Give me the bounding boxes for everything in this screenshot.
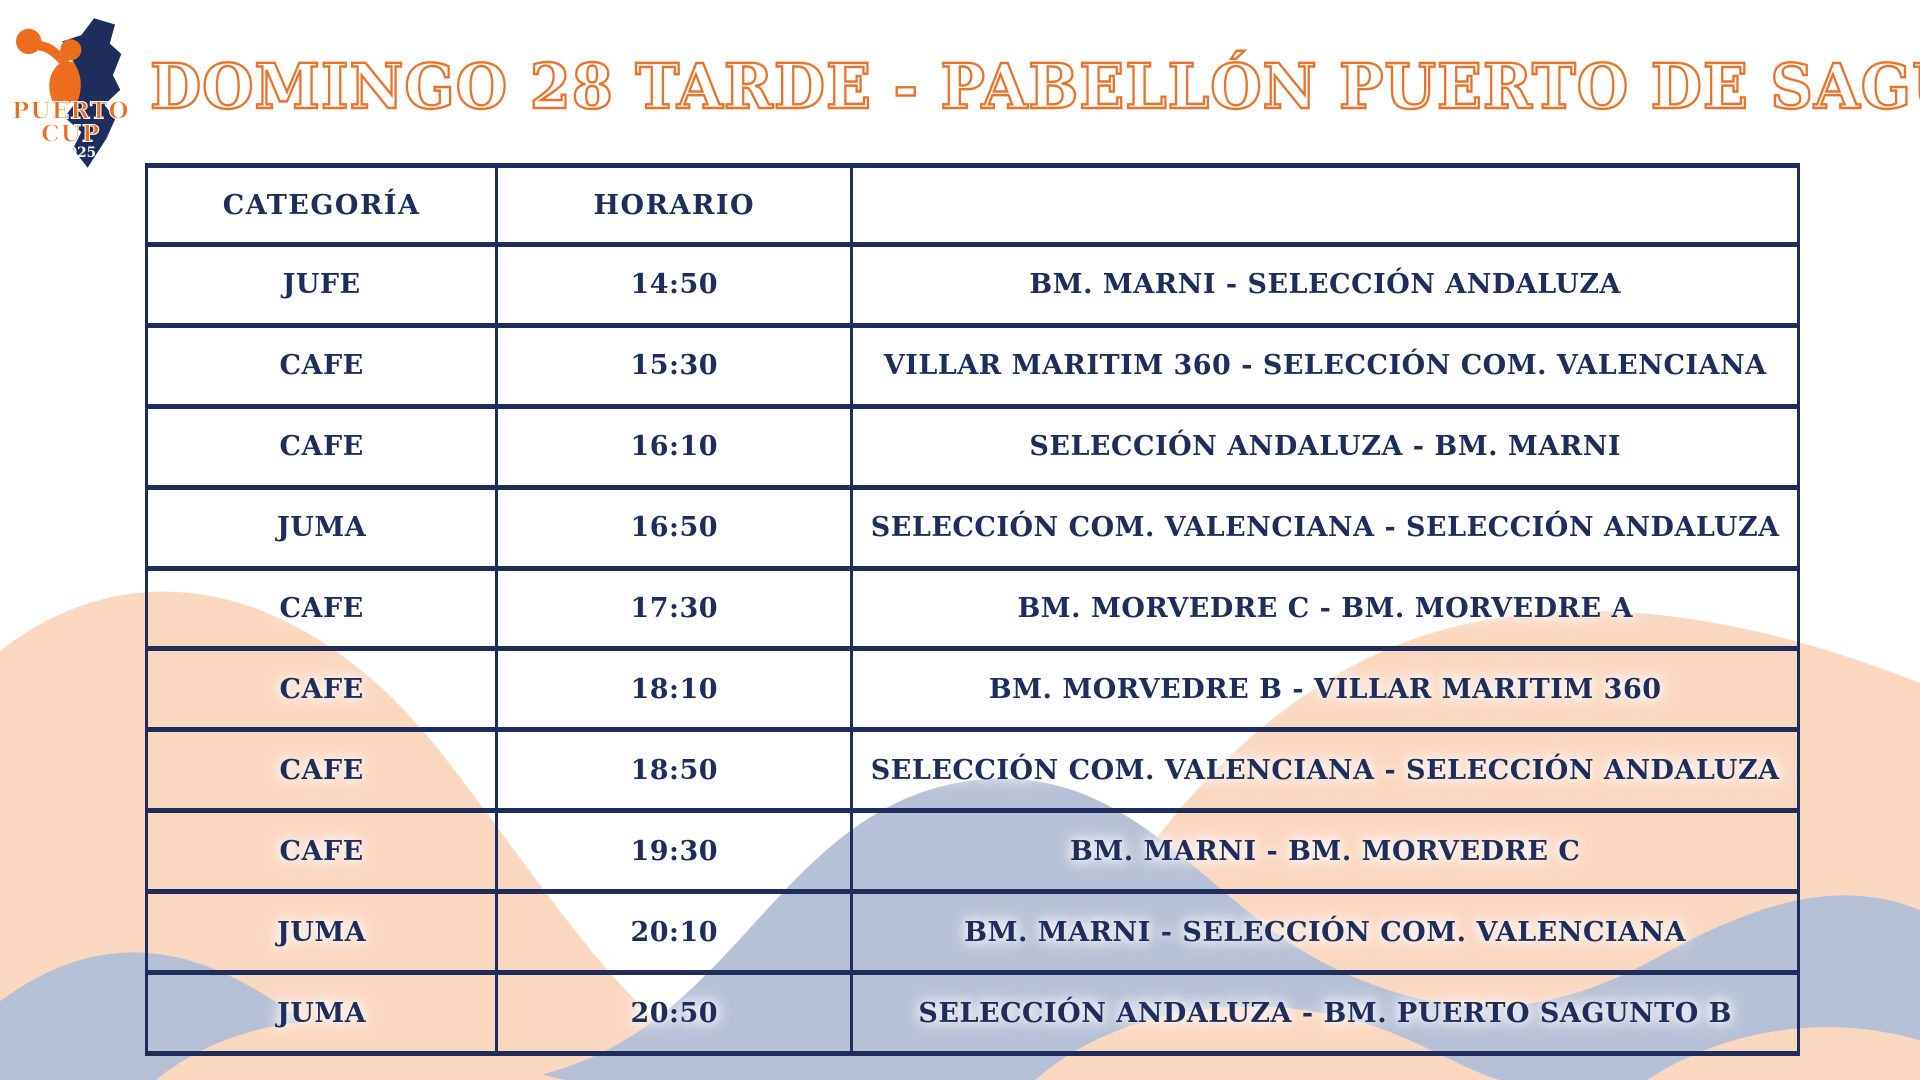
table-row: CAFE 15:30 VILLAR MARITIM 360 - SELECCIÓN … [144, 322, 1800, 409]
table-row: CAFE 18:10 BM. MORVEDRE B - VILLAR MARITIM… [144, 646, 1800, 733]
table-row: CAFE 18:50 SELECCIÓN COM. VALENCIANA - SEL… [144, 727, 1800, 814]
table-row: JUMA 20:10 BM. MARNI - SELECCIÓN COM. VALE… [144, 889, 1800, 976]
cell-horario: 15:30 [495, 322, 854, 409]
cell-categoria: JUMA [144, 484, 499, 571]
cell-horario: 16:50 [495, 484, 854, 571]
cell-partido: BM. MARNI - BM. MORVEDRE C [850, 808, 1800, 895]
table-row: JUMA 20:50 SELECCIÓN ANDALUZA - BM. PUERTO… [144, 970, 1800, 1056]
cell-horario: 20:50 [495, 970, 854, 1056]
cell-categoria: JUMA [144, 970, 499, 1056]
cell-horario: 19:30 [495, 808, 854, 895]
table-row: CAFE 16:10 SELECCIÓN ANDALUZA - BM. MARNI [144, 403, 1800, 490]
cell-horario: 17:30 [495, 565, 854, 652]
cell-categoria: CAFE [144, 403, 499, 490]
page-title: DOMINGO 28 TARDE - PABELLÓN PUERTO DE SA… [149, 49, 1920, 124]
schedule-table: CATEGORÍA HORARIO JUFE 14:50 BM. MARNI - S… [144, 163, 1800, 1056]
cell-categoria: JUMA [144, 889, 499, 976]
cell-categoria: CAFE [144, 646, 499, 733]
logo-word-cup: CUP [41, 120, 100, 147]
cell-categoria: CAFE [144, 322, 499, 409]
schedule-table-head: CATEGORÍA HORARIO [144, 163, 1800, 247]
logo-year: 2025 [58, 145, 96, 161]
cell-horario: 18:50 [495, 727, 854, 814]
cell-partido: SELECCIÓN COM. VALENCIANA - SELECCIÓN AN… [850, 727, 1800, 814]
cell-partido: SELECCIÓN COM. VALENCIANA - SELECCIÓN AN… [850, 484, 1800, 571]
puerto-cup-logo-icon: PUERTO CUP 2025 [11, 18, 130, 168]
cell-horario: 16:10 [495, 403, 854, 490]
cell-partido: SELECCIÓN ANDALUZA - BM. PUERTO SAGUNTO … [850, 970, 1800, 1056]
cell-categoria: CAFE [144, 808, 499, 895]
cell-partido: BM. MORVEDRE B - VILLAR MARITIM 360 [850, 646, 1800, 733]
logo-word-puerto: PUERTO [12, 97, 130, 124]
cell-horario: 20:10 [495, 889, 854, 976]
cell-partido: BM. MARNI - SELECCIÓN COM. VALENCIANA [850, 889, 1800, 976]
cell-horario: 18:10 [495, 646, 854, 733]
cell-partido: SELECCIÓN ANDALUZA - BM. MARNI [850, 403, 1800, 490]
cell-partido: BM. MORVEDRE C - BM. MORVEDRE A [850, 565, 1800, 652]
cell-categoria: JUFE [144, 242, 499, 328]
header-row: CATEGORÍA HORARIO [144, 163, 1800, 247]
cell-horario: 14:50 [495, 242, 854, 328]
table-row: JUFE 14:50 BM. MARNI - SELECCIÓN ANDALUZA [144, 242, 1800, 328]
schedule-table-body: JUFE 14:50 BM. MARNI - SELECCIÓN ANDALUZA C… [144, 242, 1800, 1056]
header: PUERTO CUP 2025 DOMINGO 28 TARDE - PABEL… [0, 0, 1920, 168]
cell-partido: BM. MARNI - SELECCIÓN ANDALUZA [850, 242, 1800, 328]
table-row: JUMA 16:50 SELECCIÓN COM. VALENCIANA - SEL… [144, 484, 1800, 571]
table-row: CAFE 19:30 BM. MARNI - BM. MORVEDRE C [144, 808, 1800, 895]
cell-categoria: CAFE [144, 727, 499, 814]
cell-partido: VILLAR MARITIM 360 - SELECCIÓN COM. VALE… [850, 322, 1800, 409]
column-header-horario: HORARIO [495, 163, 854, 247]
table-row: CAFE 17:30 BM. MORVEDRE C - BM. MORVEDRE A [144, 565, 1800, 652]
column-header-categoria: CATEGORÍA [144, 163, 499, 247]
cell-categoria: CAFE [144, 565, 499, 652]
column-header-partido [850, 163, 1800, 247]
